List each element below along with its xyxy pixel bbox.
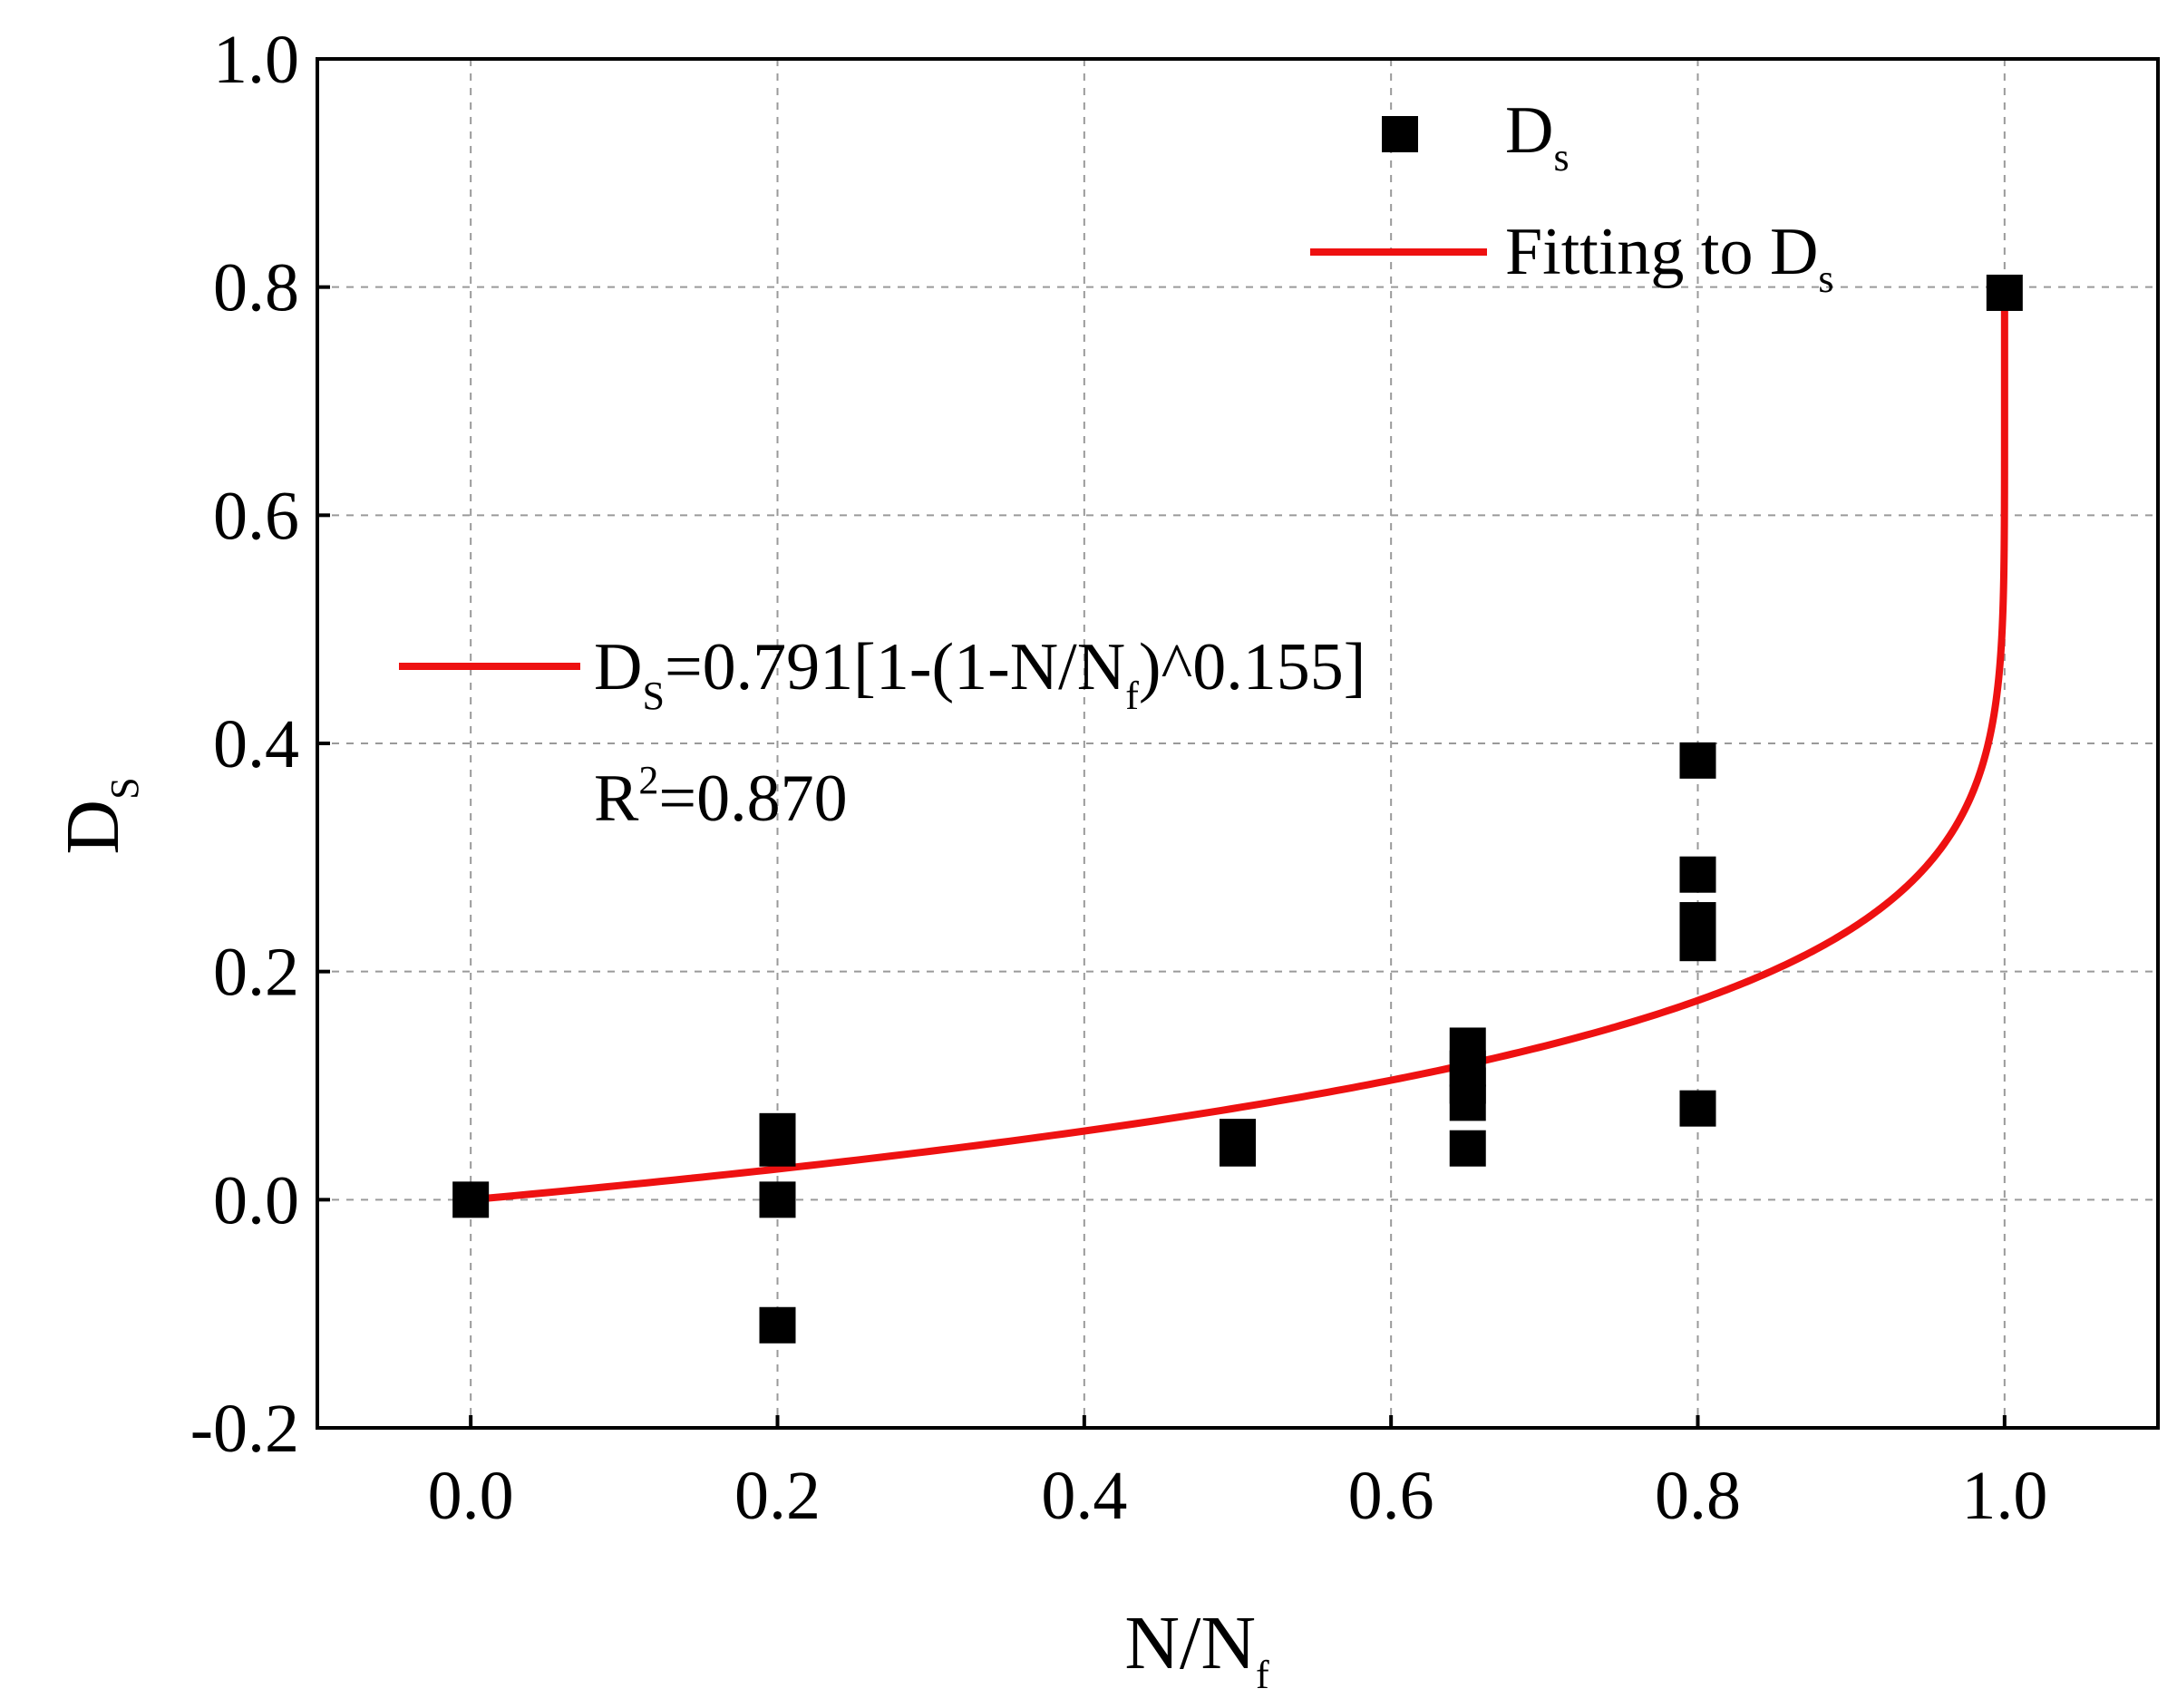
y-tick-label: 0.6 — [213, 478, 299, 554]
data-point — [759, 1306, 796, 1344]
data-point — [1679, 856, 1716, 893]
x-tick-label: 0.6 — [1348, 1458, 1434, 1534]
fit-annotation: DS=0.791[1-(1-N/Nf)^0.155] R2=0.870 — [399, 630, 1365, 836]
x-tick-label: 0.8 — [1655, 1458, 1741, 1534]
y-tick-label: -0.2 — [190, 1391, 299, 1467]
x-tick-label: 1.0 — [1961, 1458, 2047, 1534]
y-tick-label: 1.0 — [213, 22, 299, 98]
legend: Ds Fitting to Ds — [1310, 93, 1834, 301]
data-point — [452, 1181, 490, 1218]
data-point — [759, 1130, 796, 1167]
gridlines — [317, 59, 2158, 1428]
data-point — [1220, 1130, 1256, 1167]
y-tick-label: 0.0 — [213, 1162, 299, 1238]
data-point — [1449, 1084, 1486, 1121]
tick-labels: 0.0 0.2 0.4 0.6 0.8 1.0 -0.2 0.0 0.2 0.4 0.6 0.8 1.0 — [190, 22, 2048, 1534]
y-tick-label: 0.2 — [213, 935, 299, 1011]
y-axis-title: DS — [51, 777, 147, 854]
x-tick-label: 0.4 — [1041, 1458, 1127, 1534]
y-tick-label: 0.4 — [213, 706, 299, 782]
data-point — [1679, 1090, 1716, 1127]
legend-marker-ds — [1382, 116, 1418, 152]
data-point — [1679, 925, 1716, 962]
x-tick-label: 0.2 — [734, 1458, 821, 1534]
axis-ticks — [317, 57, 2007, 1430]
scatter-points — [452, 274, 2023, 1344]
r-squared: R2=0.870 — [594, 758, 848, 836]
y-tick-label: 0.8 — [213, 250, 299, 326]
legend-label-ds: Ds — [1505, 93, 1570, 180]
data-point — [1679, 742, 1716, 779]
x-tick-label: 0.0 — [428, 1458, 514, 1534]
x-axis-title: N/Nf — [1124, 1601, 1269, 1697]
data-point — [759, 1181, 796, 1218]
fit-curve-layer — [470, 296, 2008, 1204]
fit-equation: DS=0.791[1-(1-N/Nf)^0.155] — [594, 630, 1365, 718]
legend-label-fit: Fitting to Ds — [1505, 215, 1834, 301]
data-point — [1986, 274, 2023, 311]
fit-curve — [470, 296, 2008, 1204]
data-point — [1449, 1130, 1486, 1167]
